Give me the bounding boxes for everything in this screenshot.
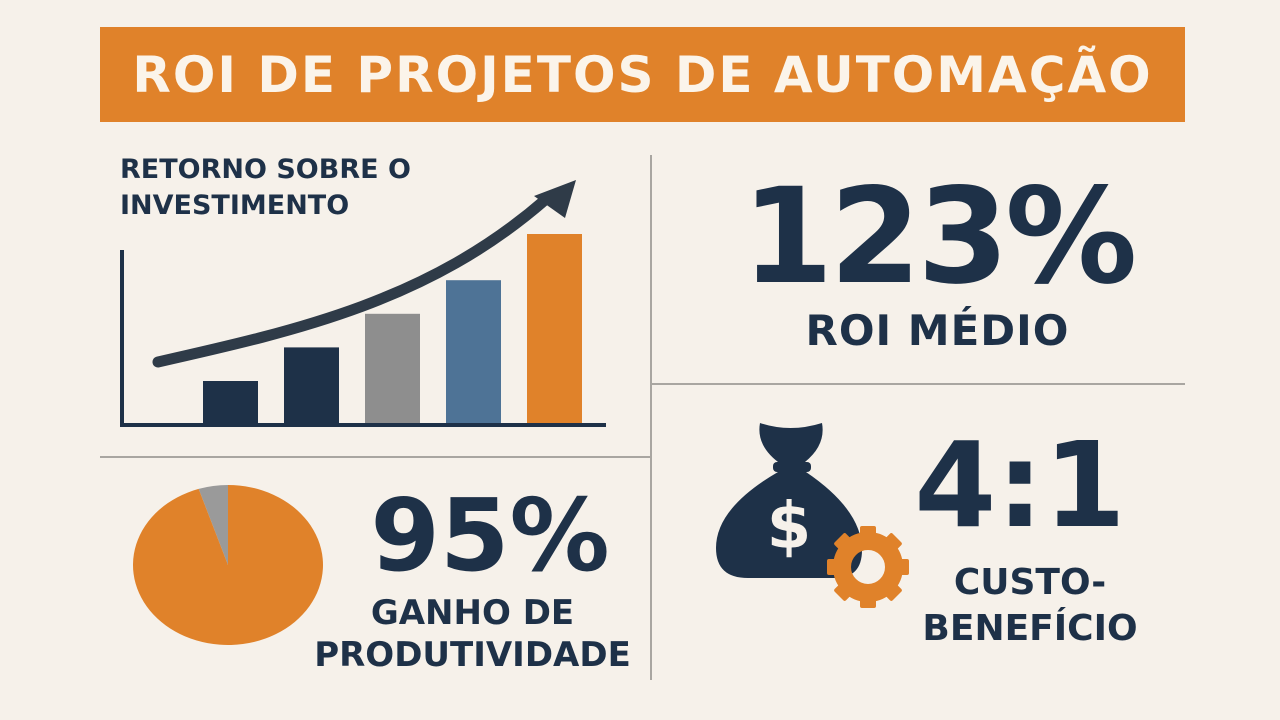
cost-benefit-caption-line2: BENEFÍCIO bbox=[922, 608, 1138, 649]
roi-value: 123% bbox=[741, 160, 1138, 314]
svg-text:$: $ bbox=[767, 490, 812, 564]
title-banner: ROI DE PROJETOS DE AUTOMAÇÃO bbox=[100, 27, 1185, 122]
cost-benefit-value: 4:1 bbox=[914, 416, 1126, 554]
chart-bar-5 bbox=[527, 234, 582, 423]
horizontal-divider-left bbox=[100, 456, 650, 458]
page-title: ROI DE PROJETOS DE AUTOMAÇÃO bbox=[132, 45, 1153, 104]
productivity-caption-line1: GANHO DE bbox=[370, 593, 575, 633]
cost-benefit-caption-line1: CUSTO- bbox=[953, 562, 1107, 603]
chart-bar-4 bbox=[446, 280, 501, 423]
pie-slice-gain bbox=[133, 485, 324, 645]
trend-arrow-head bbox=[534, 180, 576, 218]
roi-chart-label: RETORNO SOBRE O INVESTIMENTO bbox=[120, 152, 500, 224]
productivity-caption-line2: PRODUTIVIDADE bbox=[314, 635, 631, 675]
roi-caption: ROI MÉDIO bbox=[805, 306, 1070, 355]
cost-benefit-caption: CUSTO- BENEFÍCIO bbox=[900, 560, 1160, 652]
horizontal-divider-right bbox=[652, 383, 1185, 385]
chart-bar-3 bbox=[365, 313, 420, 423]
chart-bar-2 bbox=[284, 347, 339, 423]
trend-arrow-line bbox=[152, 194, 551, 368]
chart-axis bbox=[120, 250, 606, 427]
roi-chart-label-line1: RETORNO SOBRE O bbox=[120, 154, 411, 185]
pie-slice-remaining bbox=[198, 485, 228, 565]
productivity-caption: GANHO DE PRODUTIVIDADE bbox=[300, 592, 645, 676]
roi-chart-label-line2: INVESTIMENTO bbox=[120, 190, 350, 221]
productivity-value: 95% bbox=[370, 477, 610, 594]
vertical-divider bbox=[650, 155, 652, 680]
chart-bar-1 bbox=[203, 381, 258, 423]
